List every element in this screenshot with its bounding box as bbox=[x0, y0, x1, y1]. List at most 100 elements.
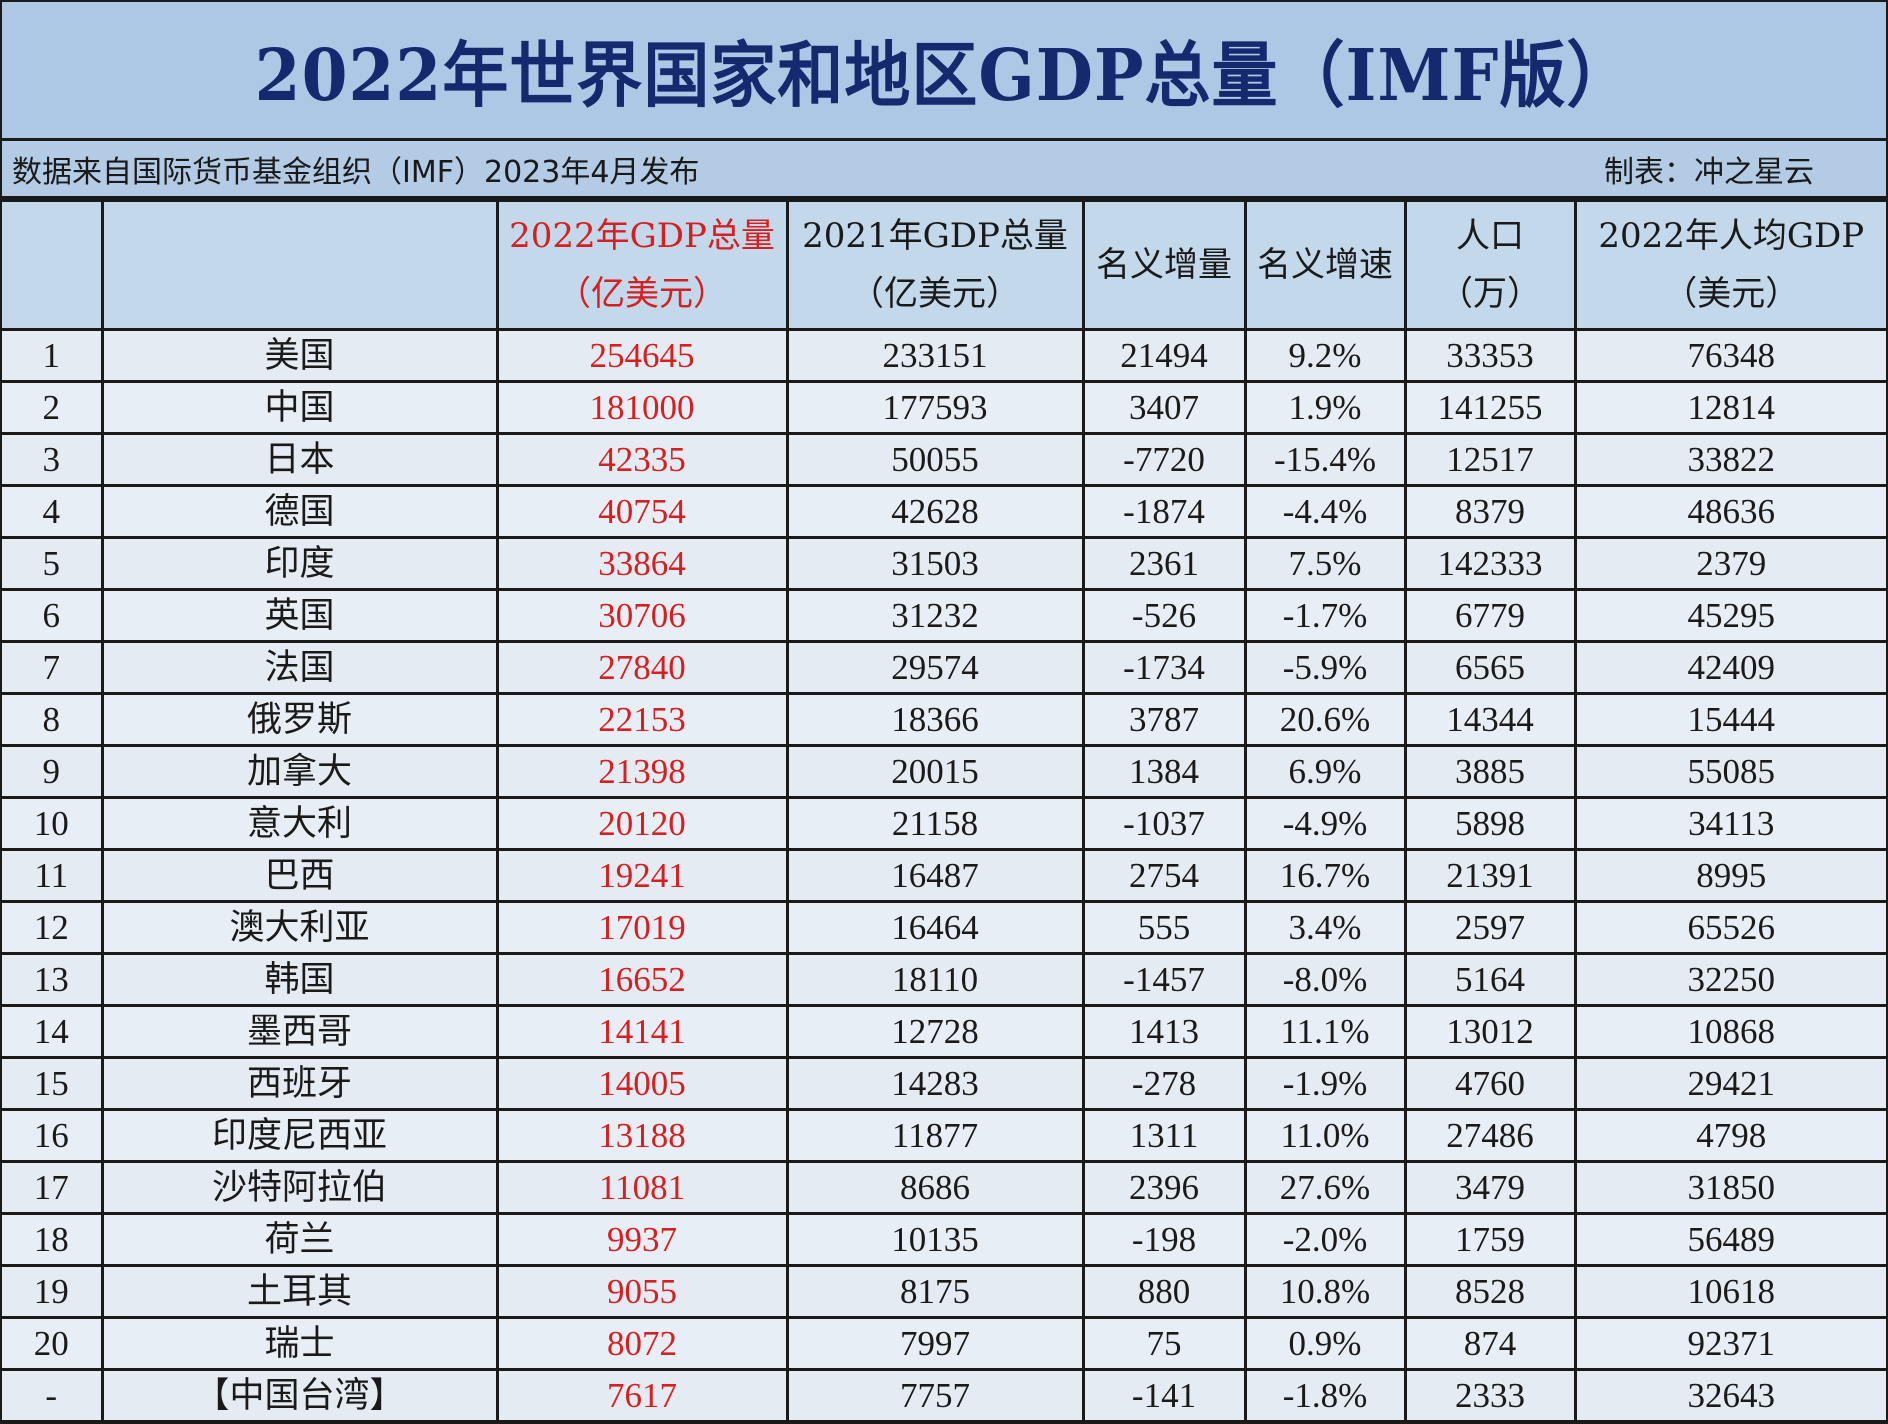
gdp-2022-cell: 8072 bbox=[495, 1316, 789, 1371]
name-cell: 德国 bbox=[100, 484, 499, 539]
per-capita-gdp-cell: 33822 bbox=[1573, 432, 1886, 487]
nominal-growth-cell: 1.9% bbox=[1243, 380, 1407, 435]
gdp-2021-cell: 31503 bbox=[785, 536, 1085, 591]
header-gdp-2021-line1: 2021年GDP总量 bbox=[802, 216, 1068, 256]
gdp-2021-cell: 20015 bbox=[785, 744, 1085, 799]
population-cell: 2333 bbox=[1403, 1368, 1577, 1423]
rank-cell: 17 bbox=[2, 1160, 104, 1215]
title-band: 2022年世界国家和地区GDP总量（IMF版） bbox=[2, 2, 1886, 141]
rank-cell: 5 bbox=[2, 536, 104, 591]
rank-cell: 1 bbox=[2, 328, 104, 383]
nominal-increase-cell: -1037 bbox=[1081, 796, 1247, 851]
gdp-2021-cell: 8175 bbox=[785, 1264, 1085, 1319]
rank-cell: 2 bbox=[2, 380, 104, 435]
header-per-capita-line1: 2022年人均GDP bbox=[1598, 216, 1865, 256]
gdp-2022-cell: 11081 bbox=[495, 1160, 789, 1215]
population-cell: 4760 bbox=[1403, 1056, 1577, 1111]
name-cell: 中国 bbox=[100, 380, 499, 435]
gdp-table: 2022年GDP总量 （亿美元） 2021年GDP总量 （亿美元） 名义增量 名… bbox=[2, 199, 1886, 1423]
table-row: 20 瑞士 8072 7997 75 0.9% 874 92371 bbox=[2, 1316, 1886, 1371]
table-row: 16 印度尼西亚 13188 11877 1311 11.0% 27486 4798 bbox=[2, 1108, 1886, 1163]
gdp-2021-cell: 11877 bbox=[785, 1108, 1085, 1163]
rank-cell: 12 bbox=[2, 900, 104, 955]
nominal-growth-cell: 9.2% bbox=[1243, 328, 1407, 383]
per-capita-gdp-cell: 10618 bbox=[1573, 1264, 1886, 1319]
rank-cell: 18 bbox=[2, 1212, 104, 1267]
nominal-growth-cell: -5.9% bbox=[1243, 640, 1407, 695]
name-cell: 美国 bbox=[100, 328, 499, 383]
rank-cell: 6 bbox=[2, 588, 104, 643]
header-nominal-growth-label: 名义增速 bbox=[1257, 245, 1393, 285]
per-capita-gdp-cell: 56489 bbox=[1573, 1212, 1886, 1267]
name-cell: 加拿大 bbox=[100, 744, 499, 799]
gdp-2022-cell: 21398 bbox=[495, 744, 789, 799]
header-rank bbox=[2, 199, 104, 331]
header-per-capita-gdp: 2022年人均GDP （美元） bbox=[1573, 199, 1886, 331]
gdp-2022-cell: 9937 bbox=[495, 1212, 789, 1267]
gdp-2021-cell: 18366 bbox=[785, 692, 1085, 747]
gdp-2021-cell: 10135 bbox=[785, 1212, 1085, 1267]
name-cell: 荷兰 bbox=[100, 1212, 499, 1267]
gdp-2021-cell: 7757 bbox=[785, 1368, 1085, 1423]
rank-cell: 15 bbox=[2, 1056, 104, 1111]
nominal-increase-cell: 1311 bbox=[1081, 1108, 1247, 1163]
table-row: 6 英国 30706 31232 -526 -1.7% 6779 45295 bbox=[2, 588, 1886, 643]
gdp-2022-cell: 22153 bbox=[495, 692, 789, 747]
per-capita-gdp-cell: 76348 bbox=[1573, 328, 1886, 383]
gdp-2022-cell: 27840 bbox=[495, 640, 789, 695]
nominal-increase-cell: 555 bbox=[1081, 900, 1247, 955]
nominal-growth-cell: -15.4% bbox=[1243, 432, 1407, 487]
per-capita-gdp-cell: 48636 bbox=[1573, 484, 1886, 539]
nominal-growth-cell: 3.4% bbox=[1243, 900, 1407, 955]
table-row: 3 日本 42335 50055 -7720 -15.4% 12517 33822 bbox=[2, 432, 1886, 487]
population-cell: 27486 bbox=[1403, 1108, 1577, 1163]
table-row: 5 印度 33864 31503 2361 7.5% 142333 2379 bbox=[2, 536, 1886, 591]
gdp-2021-cell: 16487 bbox=[785, 848, 1085, 903]
table-row: 14 墨西哥 14141 12728 1413 11.1% 13012 10868 bbox=[2, 1004, 1886, 1059]
nominal-increase-cell: -1457 bbox=[1081, 952, 1247, 1007]
header-name bbox=[100, 199, 499, 331]
nominal-increase-cell: -198 bbox=[1081, 1212, 1247, 1267]
gdp-2022-cell: 30706 bbox=[495, 588, 789, 643]
gdp-2021-cell: 50055 bbox=[785, 432, 1085, 487]
header-population: 人口 （万） bbox=[1403, 199, 1577, 331]
nominal-growth-cell: -4.4% bbox=[1243, 484, 1407, 539]
nominal-growth-cell: 11.0% bbox=[1243, 1108, 1407, 1163]
population-cell: 6779 bbox=[1403, 588, 1577, 643]
nominal-increase-cell: 1384 bbox=[1081, 744, 1247, 799]
population-cell: 21391 bbox=[1403, 848, 1577, 903]
gdp-2022-cell: 33864 bbox=[495, 536, 789, 591]
gdp-2021-cell: 12728 bbox=[785, 1004, 1085, 1059]
nominal-increase-cell: 75 bbox=[1081, 1316, 1247, 1371]
header-gdp-2021-unit: （亿美元） bbox=[850, 274, 1020, 314]
nominal-growth-cell: 0.9% bbox=[1243, 1316, 1407, 1371]
gdp-2021-cell: 21158 bbox=[785, 796, 1085, 851]
rank-cell: - bbox=[2, 1368, 104, 1423]
name-cell: 瑞士 bbox=[100, 1316, 499, 1371]
table-row: 19 土耳其 9055 8175 880 10.8% 8528 10618 bbox=[2, 1264, 1886, 1319]
header-gdp-2021: 2021年GDP总量 （亿美元） bbox=[785, 199, 1085, 331]
rank-cell: 14 bbox=[2, 1004, 104, 1059]
table-row: 8 俄罗斯 22153 18366 3787 20.6% 14344 15444 bbox=[2, 692, 1886, 747]
name-cell: 土耳其 bbox=[100, 1264, 499, 1319]
header-per-capita-unit: （美元） bbox=[1663, 274, 1800, 314]
population-cell: 874 bbox=[1403, 1316, 1577, 1371]
gdp-2022-cell: 9055 bbox=[495, 1264, 789, 1319]
nominal-increase-cell: 2396 bbox=[1081, 1160, 1247, 1215]
per-capita-gdp-cell: 8995 bbox=[1573, 848, 1886, 903]
name-cell: 印度尼西亚 bbox=[100, 1108, 499, 1163]
name-cell: 澳大利亚 bbox=[100, 900, 499, 955]
nominal-growth-cell: 11.1% bbox=[1243, 1004, 1407, 1059]
table-row: 11 巴西 19241 16487 2754 16.7% 21391 8995 bbox=[2, 848, 1886, 903]
author-credit: 制表：冲之星云 bbox=[1604, 154, 1814, 190]
nominal-growth-cell: 16.7% bbox=[1243, 848, 1407, 903]
nominal-increase-cell: -278 bbox=[1081, 1056, 1247, 1111]
per-capita-gdp-cell: 12814 bbox=[1573, 380, 1886, 435]
table-body: 1 美国 254645 233151 21494 9.2% 33353 76348 2 中国 181… bbox=[2, 328, 1886, 1423]
nominal-growth-cell: -8.0% bbox=[1243, 952, 1407, 1007]
rank-cell: 11 bbox=[2, 848, 104, 903]
rank-cell: 13 bbox=[2, 952, 104, 1007]
rank-cell: 10 bbox=[2, 796, 104, 851]
per-capita-gdp-cell: 31850 bbox=[1573, 1160, 1886, 1215]
population-cell: 33353 bbox=[1403, 328, 1577, 383]
